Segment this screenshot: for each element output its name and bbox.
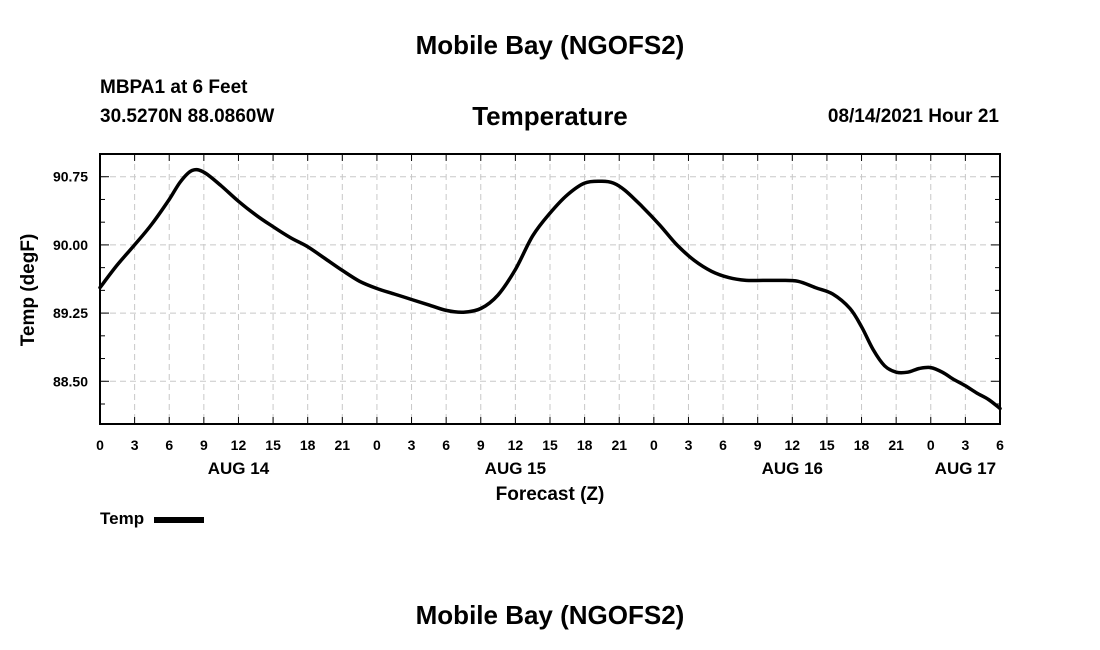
x-tick-label: 18	[854, 437, 870, 453]
y-tick-label: 90.75	[53, 169, 88, 185]
chart-title: Temperature	[472, 101, 628, 131]
date-label: AUG 14	[208, 459, 270, 478]
x-tick-label: 15	[819, 437, 835, 453]
y-tick-label: 88.50	[53, 373, 88, 389]
x-tick-label: 9	[754, 437, 762, 453]
x-tick-label: 18	[577, 437, 593, 453]
date-label: AUG 16	[762, 459, 823, 478]
x-tick-label: 6	[996, 437, 1004, 453]
x-tick-label: 6	[442, 437, 450, 453]
date-label: AUG 15	[485, 459, 546, 478]
x-axis-title: Forecast (Z)	[496, 484, 605, 505]
x-tick-label: 15	[265, 437, 281, 453]
x-tick-label: 0	[96, 437, 104, 453]
legend-line-swatch	[154, 517, 205, 523]
x-tick-label: 12	[231, 437, 247, 453]
x-tick-label: 15	[542, 437, 558, 453]
axis-ticks	[99, 153, 1001, 424]
x-tick-label: 0	[373, 437, 381, 453]
page-title: Mobile Bay (NGOFS2)	[415, 30, 685, 60]
y-tick-label: 90.00	[53, 237, 88, 253]
date-label: AUG 17	[935, 459, 996, 478]
x-tick-label: 3	[408, 437, 416, 453]
x-tick-label: 12	[785, 437, 801, 453]
x-tick-label: 9	[477, 437, 485, 453]
station-coordinates: 30.5270N 88.0860W	[100, 106, 275, 127]
x-tick-label: 12	[508, 437, 524, 453]
x-tick-label: 3	[131, 437, 139, 453]
forecast-timestamp: 08/14/2021 Hour 21	[827, 106, 999, 127]
legend: Temp	[100, 509, 205, 529]
x-tick-label: 6	[165, 437, 173, 453]
legend-label: Temp	[100, 509, 145, 528]
x-tick-label: 3	[961, 437, 969, 453]
plot-frame	[99, 153, 1001, 425]
x-tick-label: 21	[611, 437, 627, 453]
x-tick-label: 9	[200, 437, 208, 453]
x-tick-label: 6	[719, 437, 727, 453]
x-tick-label: 3	[685, 437, 693, 453]
x-tick-label: 21	[888, 437, 904, 453]
temp-series-line	[98, 167, 1002, 411]
grid-lines	[100, 154, 1000, 424]
station-label: MBPA1 at 6 Feet	[100, 77, 248, 98]
footer-title: Mobile Bay (NGOFS2)	[415, 600, 685, 630]
axis-labels: 0 3 6 9 12 15 18 21 0 3 6 9 12 15 18 21 0 3 6 9 12 15 18 21 0 3 6A…	[53, 169, 1004, 478]
y-axis-title: Temp (degF)	[18, 234, 39, 347]
x-tick-label: 0	[927, 437, 935, 453]
y-tick-label: 89.25	[53, 305, 88, 321]
series-layer	[98, 167, 1002, 411]
x-tick-label: 18	[300, 437, 316, 453]
x-tick-label: 0	[650, 437, 658, 453]
x-tick-label: 21	[335, 437, 351, 453]
